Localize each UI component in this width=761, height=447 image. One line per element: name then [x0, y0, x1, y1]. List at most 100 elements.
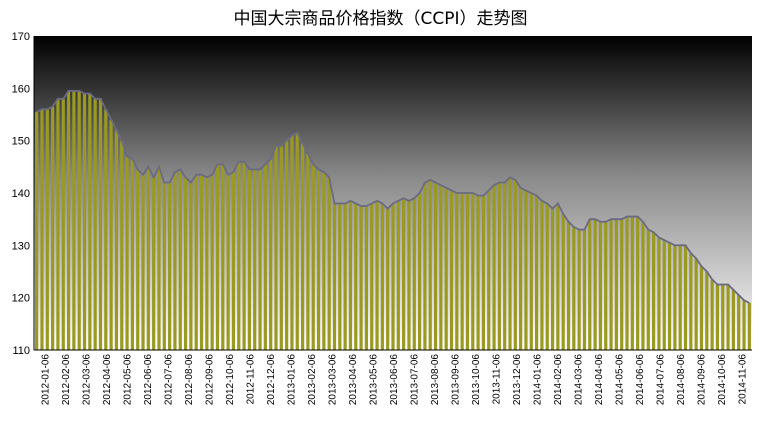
data-bar	[662, 240, 666, 350]
data-bar	[519, 187, 523, 350]
data-bar	[285, 140, 289, 350]
x-tick-label: 2012-08-06	[184, 354, 195, 406]
data-bar	[221, 164, 225, 350]
data-bar	[88, 93, 92, 350]
x-tick-label: 2012-10-06	[225, 354, 236, 406]
x-tick-label: 2014-04-06	[594, 354, 605, 406]
x-tick-label: 2014-03-06	[574, 354, 585, 406]
x-tick-label: 2012-01-06	[40, 354, 51, 406]
y-tick-label: 150	[12, 136, 30, 148]
data-bar	[152, 177, 156, 350]
data-bar	[673, 245, 677, 350]
data-bar	[614, 219, 618, 350]
data-bar	[636, 216, 640, 350]
y-tick-label: 120	[12, 293, 30, 305]
y-tick-label: 110	[12, 345, 30, 357]
data-bar	[66, 90, 71, 350]
x-tick-label: 2012-09-06	[204, 354, 215, 406]
data-bar	[343, 203, 347, 350]
y-tick-label: 140	[12, 188, 30, 200]
data-bar	[513, 179, 517, 350]
data-bar	[652, 232, 656, 350]
bar-group	[35, 90, 751, 351]
data-bar	[141, 174, 145, 350]
data-bar	[173, 172, 177, 350]
data-bar	[566, 221, 571, 350]
data-bar	[561, 213, 565, 350]
data-bar	[226, 174, 230, 350]
data-bar	[194, 174, 198, 350]
data-bar	[258, 169, 262, 350]
data-bar	[295, 132, 299, 350]
x-tick-label: 2013-01-06	[286, 354, 297, 406]
x-tick-label: 2014-05-06	[615, 354, 626, 406]
data-bar	[263, 164, 267, 350]
data-bar	[120, 140, 124, 350]
data-bar	[737, 295, 741, 350]
data-bar	[269, 158, 273, 350]
data-bar	[40, 109, 44, 351]
data-bar	[98, 98, 103, 350]
data-bar	[609, 219, 613, 350]
data-bar	[641, 221, 645, 350]
x-tick-label: 2013-03-06	[328, 354, 339, 406]
data-bar	[689, 253, 693, 350]
x-tick-label: 2013-02-06	[307, 354, 318, 406]
x-tick-label: 2013-05-06	[369, 354, 380, 406]
data-bar	[146, 166, 150, 350]
data-bar	[588, 219, 592, 350]
data-bar	[386, 208, 390, 350]
data-bar	[316, 169, 321, 350]
data-bar	[604, 221, 608, 350]
data-bar	[205, 177, 209, 350]
data-bar	[582, 229, 587, 350]
data-bar	[545, 203, 549, 350]
data-bar	[183, 177, 188, 350]
x-tick-label: 2013-11-06	[492, 354, 503, 405]
data-bar	[322, 172, 326, 350]
x-tick-label: 2014-02-06	[553, 354, 564, 406]
x-tick-label: 2012-07-06	[163, 354, 174, 406]
data-bar	[77, 90, 81, 350]
data-bar	[359, 206, 363, 350]
data-bar	[593, 219, 597, 350]
data-bar	[380, 203, 384, 350]
data-bar	[550, 208, 555, 350]
data-bar	[130, 158, 134, 350]
x-tick-labels: 2012-01-06 2012-02-06 2012-03-06 2012-04-06…	[40, 354, 748, 406]
data-bar	[189, 182, 193, 350]
x-tick-label: 2014-11-06	[738, 354, 749, 405]
data-bar	[683, 245, 688, 350]
data-bar	[396, 200, 400, 350]
data-bar	[444, 187, 448, 350]
data-bar	[104, 109, 108, 351]
data-bar	[418, 193, 422, 350]
data-bar	[168, 182, 172, 350]
data-bar	[455, 193, 459, 350]
data-bar	[407, 200, 411, 350]
y-tick-labels: 110 120 130 140 150 160 170	[12, 31, 30, 357]
data-bar	[114, 130, 119, 350]
data-bar	[620, 219, 624, 350]
x-tick-label: 2012-03-06	[81, 354, 92, 406]
data-bar	[157, 166, 161, 350]
data-bar	[721, 284, 725, 350]
data-bar	[61, 98, 65, 350]
data-bar	[391, 203, 395, 350]
data-bar	[306, 153, 310, 350]
chart-title: 中国大宗商品价格指数（CCPI）走势图	[233, 9, 528, 29]
data-bar	[710, 279, 714, 350]
data-bar	[364, 206, 368, 350]
data-bar	[370, 203, 374, 350]
data-bar	[247, 169, 251, 350]
x-tick-label: 2014-10-06	[717, 354, 728, 406]
data-bar	[354, 203, 358, 350]
data-bar	[481, 195, 486, 350]
data-bar	[178, 169, 182, 350]
data-bar	[423, 182, 427, 350]
data-bar	[747, 302, 751, 350]
data-bar	[290, 135, 294, 350]
data-bar	[726, 284, 730, 350]
data-bar	[524, 190, 528, 350]
data-bar	[375, 200, 379, 350]
